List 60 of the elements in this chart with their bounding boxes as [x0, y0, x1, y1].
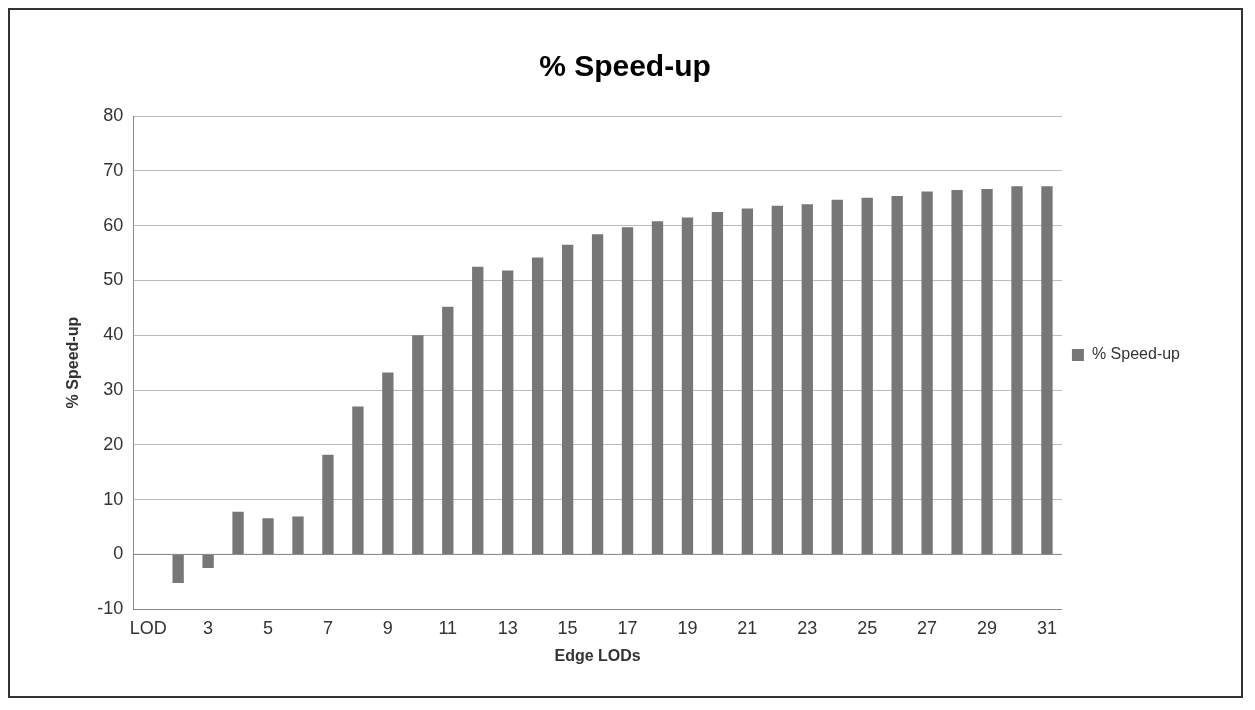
- bar: [442, 306, 454, 554]
- bar: [921, 191, 933, 554]
- bar: [1011, 186, 1023, 554]
- x-tick-label: 29: [977, 617, 998, 638]
- x-tick-label: 19: [677, 617, 698, 638]
- bar: [172, 554, 184, 583]
- chart-title: % Speed-up: [539, 49, 711, 83]
- x-tick-label: 31: [1036, 617, 1057, 638]
- x-tick-label: LOD: [129, 617, 167, 638]
- y-tick-label: 60: [103, 214, 124, 235]
- bar: [532, 257, 544, 554]
- bar: [1041, 186, 1053, 554]
- bar: [951, 189, 963, 554]
- y-tick-label: -10: [97, 598, 124, 619]
- bar: [382, 372, 394, 554]
- bar: [262, 518, 274, 554]
- x-tick-label: 15: [557, 617, 578, 638]
- y-tick-label: 20: [103, 433, 124, 454]
- bar: [771, 205, 783, 554]
- y-tick-label: 70: [103, 159, 124, 180]
- bar: [472, 266, 484, 554]
- bar: [861, 197, 873, 554]
- bar: [651, 221, 664, 554]
- x-tick-label: 25: [857, 617, 878, 638]
- bar: [981, 188, 993, 554]
- x-tick-label: 21: [737, 617, 758, 638]
- bar: [801, 204, 813, 554]
- x-tick-label: 9: [382, 617, 393, 638]
- y-tick-label: 10: [103, 488, 124, 509]
- bar: [711, 211, 724, 554]
- bar: [831, 199, 843, 554]
- bar: [891, 196, 903, 554]
- bar: [292, 516, 304, 554]
- x-axis-title: Edge LODs: [554, 646, 641, 664]
- bar: [232, 511, 244, 554]
- y-tick-label: 80: [103, 104, 124, 125]
- y-tick-label: 50: [103, 269, 124, 290]
- bar: [202, 554, 214, 569]
- x-tick-label: 11: [438, 617, 458, 638]
- legend-label: % Speed-up: [1091, 345, 1181, 363]
- x-tick-label: 27: [917, 617, 938, 638]
- bar: [352, 406, 364, 554]
- bar: [621, 227, 634, 554]
- bar: [741, 208, 754, 554]
- x-tick-label: 7: [322, 617, 333, 638]
- x-tick-label: 13: [497, 617, 518, 638]
- bar: [502, 270, 514, 554]
- y-axis-title: % Speed-up: [64, 316, 82, 409]
- x-tick-label: 17: [617, 617, 638, 638]
- bar: [322, 454, 334, 554]
- y-tick-label: 30: [103, 378, 124, 399]
- y-tick-label: 0: [113, 543, 124, 564]
- bar: [591, 234, 604, 554]
- x-tick-label: 3: [203, 617, 214, 638]
- x-tick-label: 5: [263, 617, 274, 638]
- bar: [681, 217, 694, 554]
- bar: [412, 335, 424, 554]
- y-tick-label: 40: [103, 324, 124, 345]
- bar: [561, 244, 574, 554]
- x-tick-label: 23: [797, 617, 818, 638]
